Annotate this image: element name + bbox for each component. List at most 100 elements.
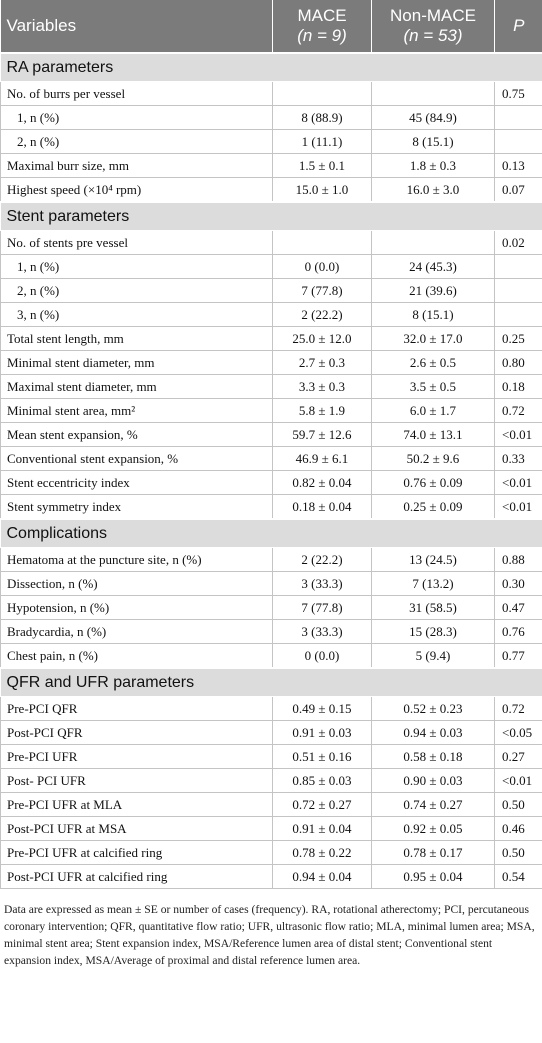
p-value: 0.18 <box>494 374 542 399</box>
mace-value: 2.7 ± 0.3 <box>272 350 372 375</box>
nonmace-value: 0.25 ± 0.09 <box>371 494 495 520</box>
row-label: Post- PCI UFR <box>0 768 273 793</box>
data-row: No. of stents pre vessel 0.02 <box>0 230 542 255</box>
nonmace-value: 24 (45.3) <box>371 254 495 279</box>
header-text: (n = 53) <box>403 26 463 45</box>
row-label: Pre-PCI UFR at MLA <box>0 792 273 817</box>
data-row: Highest speed (×10⁴ rpm) 15.0 ± 1.0 16.0 ±… <box>0 177 542 203</box>
mace-value: 1.5 ± 0.1 <box>272 153 372 178</box>
header-text: MACE <box>297 6 347 25</box>
mace-value: 0.51 ± 0.16 <box>272 744 372 769</box>
footnote: Data are expressed as mean ± SE or numbe… <box>4 903 535 967</box>
p-value: 0.33 <box>494 446 542 471</box>
section-title: RA parameters <box>0 52 542 82</box>
nonmace-value: 3.5 ± 0.5 <box>371 374 495 399</box>
p-value: 0.07 <box>494 177 542 203</box>
row-label: Post-PCI UFR at calcified ring <box>0 864 273 889</box>
data-row: Total stent length, mm 25.0 ± 12.0 32.0 ± … <box>0 326 542 351</box>
nonmace-value: 13 (24.5) <box>371 547 495 572</box>
row-label: Chest pain, n (%) <box>0 643 273 669</box>
p-value: 0.72 <box>494 696 542 721</box>
nonmace-value: 0.76 ± 0.09 <box>371 470 495 495</box>
nonmace-value: 45 (84.9) <box>371 105 495 130</box>
mace-value: 8 (88.9) <box>272 105 372 130</box>
p-value: 0.80 <box>494 350 542 375</box>
row-label: Maximal burr size, mm <box>0 153 273 178</box>
mace-value: 0.94 ± 0.04 <box>272 864 372 889</box>
mace-value: 0.78 ± 0.22 <box>272 840 372 865</box>
header-nonmace: Non-MACE (n = 53) <box>371 0 495 53</box>
row-label: 2, n (%) <box>0 278 273 303</box>
p-value: 0.25 <box>494 326 542 351</box>
data-row: 2, n (%) 1 (11.1) 8 (15.1) <box>0 129 542 154</box>
row-label: Minimal stent diameter, mm <box>0 350 273 375</box>
data-row: Hematoma at the puncture site, n (%) 2 (2… <box>0 547 542 572</box>
results-table: Variables MACE (n = 9) Non-MACE (n = 53) P… <box>0 0 542 889</box>
data-row: 2, n (%) 7 (77.8) 21 (39.6) <box>0 278 542 303</box>
nonmace-value: 0.58 ± 0.18 <box>371 744 495 769</box>
row-label: Total stent length, mm <box>0 326 273 351</box>
header-p: P <box>494 0 542 53</box>
section-title: Stent parameters <box>0 201 542 231</box>
row-label: Minimal stent area, mm² <box>0 398 273 423</box>
data-row: Minimal stent area, mm² 5.8 ± 1.9 6.0 ± 1.… <box>0 398 542 423</box>
row-label: Conventional stent expansion, % <box>0 446 273 471</box>
data-row: Pre-PCI UFR 0.51 ± 0.16 0.58 ± 0.18 0.27 <box>0 744 542 769</box>
header-row: Variables MACE (n = 9) Non-MACE (n = 53) P <box>0 0 542 53</box>
data-row: Post-PCI QFR 0.91 ± 0.03 0.94 ± 0.03 <0.05 <box>0 720 542 745</box>
nonmace-value: 2.6 ± 0.5 <box>371 350 495 375</box>
data-row: Bradycardia, n (%) 3 (33.3) 15 (28.3) 0.76 <box>0 619 542 644</box>
p-value: 0.54 <box>494 864 542 889</box>
row-label: 1, n (%) <box>0 105 273 130</box>
p-value: 0.02 <box>494 230 542 255</box>
nonmace-value: 0.90 ± 0.03 <box>371 768 495 793</box>
data-row: No. of burrs per vessel 0.75 <box>0 81 542 106</box>
nonmace-value: 16.0 ± 3.0 <box>371 177 495 203</box>
row-label: Pre-PCI QFR <box>0 696 273 721</box>
p-value: 0.13 <box>494 153 542 178</box>
mace-value: 3.3 ± 0.3 <box>272 374 372 399</box>
mace-value: 25.0 ± 12.0 <box>272 326 372 351</box>
data-row: Conventional stent expansion, % 46.9 ± 6.… <box>0 446 542 471</box>
p-value: <0.05 <box>494 720 542 745</box>
row-label: Stent eccentricity index <box>0 470 273 495</box>
mace-value: 0.91 ± 0.04 <box>272 816 372 841</box>
p-value: 0.50 <box>494 840 542 865</box>
data-row: Maximal stent diameter, mm 3.3 ± 0.3 3.5 ±… <box>0 374 542 399</box>
nonmace-value: 8 (15.1) <box>371 129 495 154</box>
nonmace-value <box>371 81 495 106</box>
mace-value: 46.9 ± 6.1 <box>272 446 372 471</box>
nonmace-value: 8 (15.1) <box>371 302 495 327</box>
nonmace-value: 7 (13.2) <box>371 571 495 596</box>
data-row: Pre-PCI UFR at calcified ring 0.78 ± 0.22… <box>0 840 542 865</box>
p-value: 0.30 <box>494 571 542 596</box>
p-value: <0.01 <box>494 422 542 447</box>
p-value: 0.76 <box>494 619 542 644</box>
data-row: Hypotension, n (%) 7 (77.8) 31 (58.5) 0.47 <box>0 595 542 620</box>
nonmace-value: 6.0 ± 1.7 <box>371 398 495 423</box>
nonmace-value: 1.8 ± 0.3 <box>371 153 495 178</box>
row-label: Pre-PCI UFR <box>0 744 273 769</box>
mace-value: 0 (0.0) <box>272 643 372 669</box>
data-row: Pre-PCI UFR at MLA 0.72 ± 0.27 0.74 ± 0.27… <box>0 792 542 817</box>
data-row: 1, n (%) 8 (88.9) 45 (84.9) <box>0 105 542 130</box>
p-value: <0.01 <box>494 470 542 495</box>
data-row: Stent symmetry index 0.18 ± 0.04 0.25 ± 0.… <box>0 494 542 520</box>
p-value: 0.88 <box>494 547 542 572</box>
p-value: 0.77 <box>494 643 542 669</box>
row-label: Hematoma at the puncture site, n (%) <box>0 547 273 572</box>
header-variables: Variables <box>0 0 273 53</box>
nonmace-value: 0.94 ± 0.03 <box>371 720 495 745</box>
mace-value: 2 (22.2) <box>272 547 372 572</box>
data-row: Post-PCI UFR at calcified ring 0.94 ± 0.0… <box>0 864 542 889</box>
mace-value: 0.18 ± 0.04 <box>272 494 372 520</box>
data-row: Dissection, n (%) 3 (33.3) 7 (13.2) 0.30 <box>0 571 542 596</box>
p-value: 0.50 <box>494 792 542 817</box>
mace-value: 0.85 ± 0.03 <box>272 768 372 793</box>
p-value: <0.01 <box>494 494 542 520</box>
row-label: Pre-PCI UFR at calcified ring <box>0 840 273 865</box>
data-row: Pre-PCI QFR 0.49 ± 0.15 0.52 ± 0.23 0.72 <box>0 696 542 721</box>
section-title: Complications <box>0 518 542 548</box>
header-text: Non-MACE <box>390 6 476 25</box>
